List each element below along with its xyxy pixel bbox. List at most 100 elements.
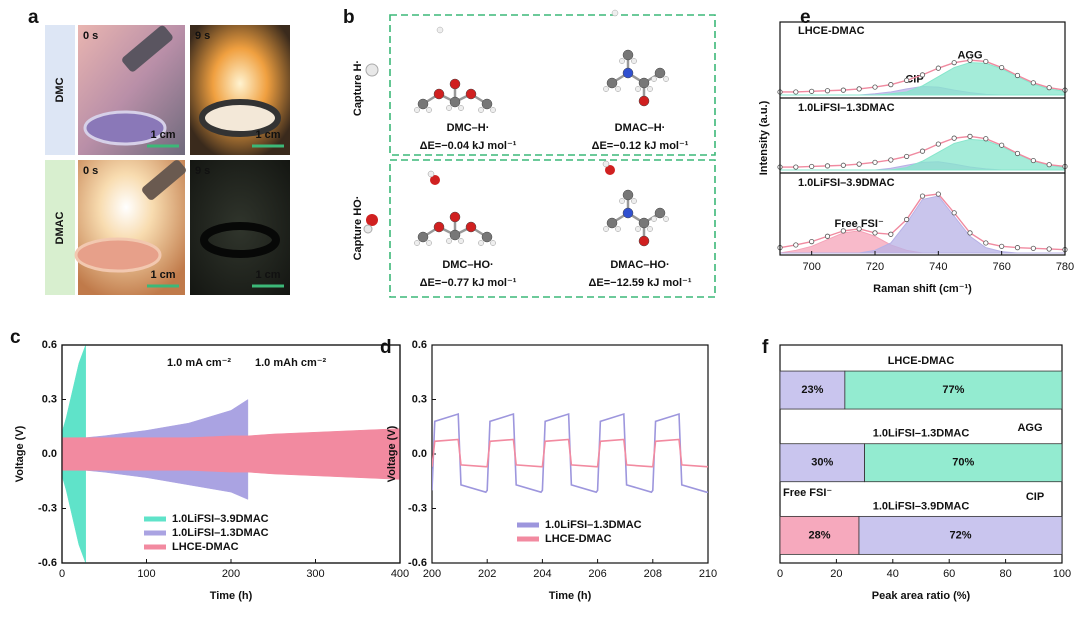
h-atom [427, 170, 435, 178]
voltage-line [432, 438, 708, 468]
bar-segment [779, 515, 860, 555]
annotation: 1.0 mAh cm⁻² [255, 357, 327, 369]
data-point [824, 88, 831, 94]
x-tick-label: 40 [887, 568, 899, 580]
data-point [1046, 162, 1052, 168]
data-point [888, 231, 894, 237]
data-point [983, 58, 989, 65]
category-label: LHCE-DMAC [888, 355, 955, 367]
x-tick-label: 208 [644, 568, 662, 580]
atom [417, 231, 429, 243]
data-point [840, 87, 846, 93]
dish [199, 99, 281, 137]
data-point [793, 164, 799, 170]
row-tag [45, 160, 75, 295]
h-atom [619, 198, 625, 204]
x-tick-label: 20 [830, 568, 842, 580]
energy-label: ΔE=−0.77 kJ mol⁻¹ [420, 277, 517, 289]
atom [622, 207, 634, 219]
data-point [967, 230, 973, 236]
h-atom [635, 226, 641, 232]
h-atom [363, 224, 373, 234]
data-point [967, 133, 973, 139]
h-atom [651, 216, 657, 222]
y-axis-label: Voltage (V) [14, 425, 26, 482]
data-point [1014, 150, 1021, 157]
h-atom [615, 226, 621, 232]
x-tick-label: 0 [59, 568, 65, 580]
x-tick-label: 210 [699, 568, 717, 580]
h-atom [631, 58, 637, 64]
h-atom [635, 86, 641, 92]
data-point [919, 148, 926, 154]
data-point [793, 89, 799, 95]
atom [654, 207, 666, 219]
x-tick-label: 300 [306, 568, 324, 580]
value-label: 70% [952, 457, 974, 469]
legend-label: CIP [1026, 491, 1044, 503]
time-label: 0 s [83, 30, 98, 42]
subpanel-label: 1.0LiFSI–3.9DMAC [798, 177, 895, 189]
data-point [872, 84, 878, 90]
h-atom [458, 105, 464, 111]
x-axis-label: Time (h) [210, 590, 253, 602]
bar-segment [858, 515, 1063, 555]
data-point [824, 163, 831, 169]
subpanel-label: LHCE-DMAC [798, 25, 865, 37]
data-point [919, 72, 926, 78]
legend-label: 1.0LiFSI–3.9DMAC [172, 513, 269, 525]
x-tick-label: 200 [423, 568, 441, 580]
h-atom [603, 86, 609, 92]
o-atom [430, 175, 440, 185]
h-atom [663, 216, 669, 222]
y-tick-label: 0.3 [412, 393, 427, 405]
data-point [888, 82, 894, 88]
data-point [809, 163, 815, 170]
row-label: Capture HO· [352, 196, 364, 261]
data-point [824, 233, 831, 239]
y-tick-label: -0.6 [408, 557, 427, 569]
subpanel-label: 1.0LiFSI–1.3DMAC [798, 102, 895, 114]
plot-frame [779, 21, 1066, 256]
atom [638, 77, 650, 89]
x-axis-label: Peak area ratio (%) [872, 590, 971, 602]
h-atom [647, 86, 653, 92]
h-atom [602, 160, 610, 168]
data-point [1030, 80, 1036, 86]
time-label: 0 s [83, 165, 98, 177]
data-point [872, 159, 878, 165]
h-atom [458, 238, 464, 244]
data-point [809, 88, 815, 94]
row-label: DMAC [54, 211, 66, 244]
scale-label: 1 cm [255, 129, 280, 141]
x-tick-label: 204 [533, 568, 551, 580]
component-label: AGG [957, 50, 982, 62]
data-point [967, 57, 973, 63]
atom [654, 67, 666, 79]
data-point [999, 142, 1005, 148]
data-point [951, 135, 957, 141]
h-atom [490, 107, 496, 113]
legend-label: AGG [1017, 422, 1042, 434]
data-point [983, 240, 989, 246]
data-point [1014, 72, 1021, 79]
h-radical [611, 9, 619, 17]
row-label: Capture H· [352, 60, 364, 116]
h-radical [365, 63, 379, 77]
data-point [872, 230, 878, 236]
lighter [122, 25, 173, 72]
value-label: 28% [808, 529, 830, 541]
atom [433, 88, 445, 100]
h-atom [663, 76, 669, 82]
data-point [888, 157, 894, 163]
h-atom [490, 240, 496, 246]
time-label: 9 s [195, 30, 210, 42]
atom [622, 189, 634, 201]
data-point [793, 242, 799, 248]
data-point [1030, 245, 1036, 251]
h-atom [603, 226, 609, 232]
data-point [935, 191, 941, 197]
data-point [951, 60, 957, 66]
panel-label: b [343, 7, 355, 28]
h-atom [619, 58, 625, 64]
